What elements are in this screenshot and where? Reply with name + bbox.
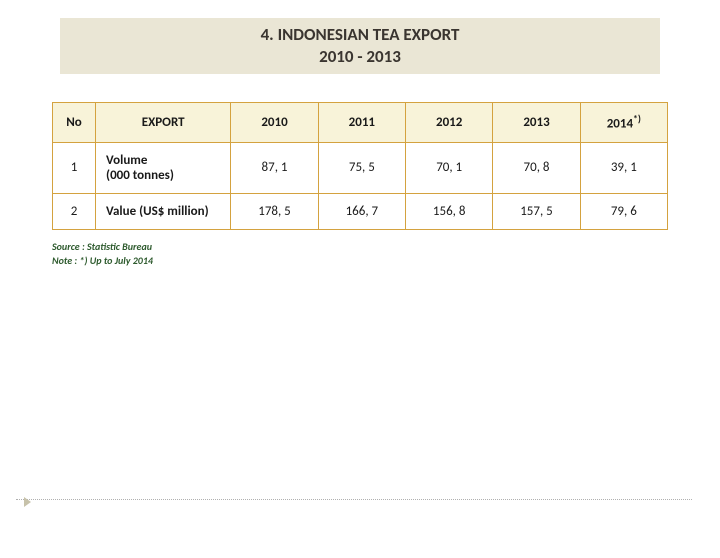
table-header-row: No EXPORT 2010 2011 2012 2013 2014*) (53, 103, 668, 142)
th-export: EXPORT (96, 103, 231, 142)
cell-2010: 87, 1 (231, 142, 318, 193)
th-2012: 2012 (406, 103, 493, 142)
chevron-right-icon (24, 497, 31, 507)
cell-2010: 178, 5 (231, 193, 318, 229)
source-line2: Note : *) Up to July 2014 (52, 254, 720, 268)
source-line1: Source : Statistic Bureau (52, 240, 720, 254)
source-note: Source : Statistic Bureau Note : *) Up t… (52, 240, 720, 268)
cell-2011: 75, 5 (318, 142, 405, 193)
th-2014: 2014*) (580, 103, 667, 142)
table-row: 2 Value (US$ million) 178, 5 166, 7 156,… (53, 193, 668, 229)
th-2013: 2013 (493, 103, 580, 142)
th-2014-sup: *) (633, 113, 641, 125)
cell-2014: 39, 1 (580, 142, 667, 193)
cell-2014: 79, 6 (580, 193, 667, 229)
th-2011: 2011 (318, 103, 405, 142)
th-2010: 2010 (231, 103, 318, 142)
cell-no: 1 (53, 142, 96, 193)
table-row: 1 Volume (000 tonnes) 87, 1 75, 5 70, 1 … (53, 142, 668, 193)
title-line1: 4. INDONESIAN TEA EXPORT (261, 24, 460, 45)
cell-2013: 70, 8 (493, 142, 580, 193)
cell-label: Value (US$ million) (96, 193, 231, 229)
th-no: No (53, 103, 96, 142)
cell-no: 2 (53, 193, 96, 229)
cell-2012: 156, 8 (406, 193, 493, 229)
cell-2011: 166, 7 (318, 193, 405, 229)
title-line2: 2010 - 2013 (319, 46, 401, 67)
export-table: No EXPORT 2010 2011 2012 2013 2014*) 1 V… (52, 102, 668, 229)
cell-2013: 157, 5 (493, 193, 580, 229)
cell-label: Volume (000 tonnes) (96, 142, 231, 193)
footer-divider (16, 499, 692, 500)
export-table-container: No EXPORT 2010 2011 2012 2013 2014*) 1 V… (52, 102, 668, 229)
cell-2012: 70, 1 (406, 142, 493, 193)
title-bar: 4. INDONESIAN TEA EXPORT 2010 - 2013 (60, 18, 660, 74)
th-2014-text: 2014 (607, 117, 633, 132)
